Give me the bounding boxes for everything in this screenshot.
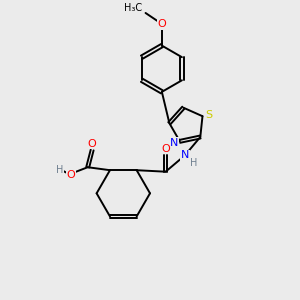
Text: O: O — [161, 144, 170, 154]
Text: H: H — [190, 158, 197, 168]
Text: O: O — [88, 139, 97, 148]
Text: H: H — [56, 165, 64, 175]
Text: N: N — [170, 138, 178, 148]
Text: H₃C: H₃C — [124, 3, 142, 13]
Text: O: O — [158, 19, 166, 29]
Text: S: S — [206, 110, 213, 120]
Text: O: O — [66, 169, 75, 180]
Text: N: N — [181, 150, 189, 161]
